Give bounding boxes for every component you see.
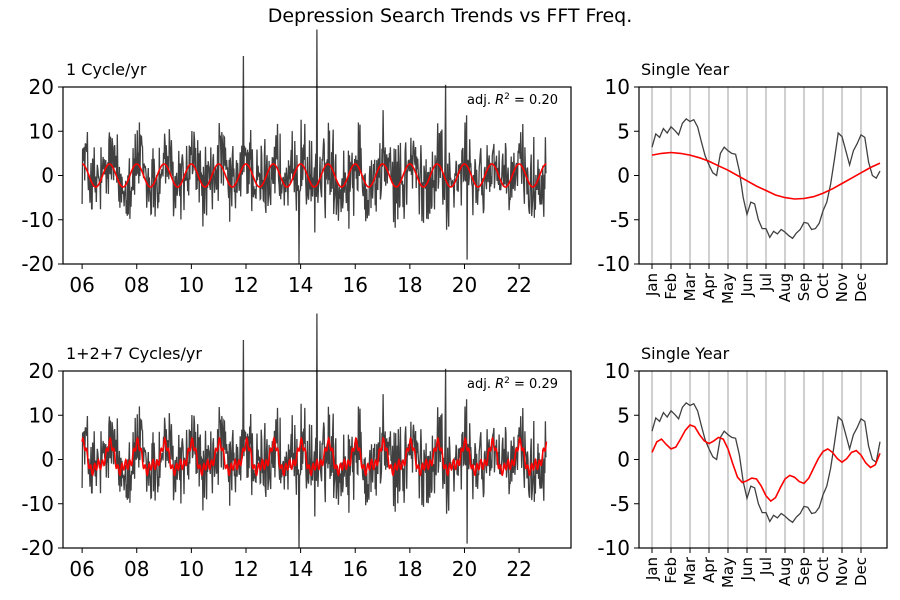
x-tick-label: 14 xyxy=(288,273,313,297)
fit-series-line xyxy=(651,424,881,503)
y-tick-label: 10 xyxy=(29,403,54,427)
x-tick-label: Apr xyxy=(700,272,718,299)
x-tick-label: 10 xyxy=(179,273,204,297)
x-tick-label: 16 xyxy=(343,557,368,581)
x-tick-label: Jul xyxy=(757,273,775,292)
y-tick-label: 20 xyxy=(29,75,54,99)
y-tick-label: 5 xyxy=(617,403,630,427)
x-tick-label: Aug xyxy=(776,557,794,586)
axes-frame xyxy=(638,86,888,265)
x-tick-label: Sep xyxy=(795,273,813,301)
y-tick-label: 0 xyxy=(41,448,54,472)
x-tick-label: Dec xyxy=(852,273,870,302)
y-tick-label: -5 xyxy=(610,208,630,232)
y-tick-label: -20 xyxy=(21,536,54,560)
panel-top-right-chart: Single Year -10 -5 0 5 10 Jan Feb Mar Apr May Jun J… xyxy=(597,60,888,304)
x-tick-label: Jul xyxy=(757,557,775,576)
panel-bottom-left-chart: 1+2+7 Cycles/yr adj. R2 = 0.29 -20 -10 0 10… xyxy=(21,313,572,581)
x-tick-label: 08 xyxy=(124,557,149,581)
x-tick-label: Dec xyxy=(852,557,870,586)
x-tick-label: Jun xyxy=(738,273,756,297)
y-tick-label: -10 xyxy=(597,252,630,276)
x-tick-label: Oct xyxy=(814,273,832,299)
x-tick-label: 12 xyxy=(233,557,258,581)
y-tick-label: -10 xyxy=(21,492,54,516)
observed-series-line xyxy=(651,118,881,240)
x-tick-label: 06 xyxy=(69,273,94,297)
axes-frame xyxy=(638,370,888,549)
x-tick-label: Apr xyxy=(700,556,718,583)
figure-suptitle: Depression Search Trends vs FFT Freq. xyxy=(268,5,633,27)
panel-title: 1 Cycle/yr xyxy=(66,60,147,79)
x-tick-label: 18 xyxy=(397,557,422,581)
y-tick-label: -5 xyxy=(610,492,630,516)
x-tick-label: Jun xyxy=(738,557,756,581)
x-tick-label: Feb xyxy=(662,557,680,584)
y-tick-label: 0 xyxy=(41,164,54,188)
x-tick-label: Nov xyxy=(833,557,851,586)
y-tick-label: 10 xyxy=(605,359,630,383)
y-tick-label: 0 xyxy=(617,448,630,472)
observed-series-line xyxy=(81,313,547,549)
fit-series-line xyxy=(81,436,548,477)
y-tick-label: -10 xyxy=(597,536,630,560)
x-tick-label: Jan xyxy=(643,273,661,297)
x-tick-label: Aug xyxy=(776,273,794,302)
x-tick-label: May xyxy=(719,557,737,588)
r2-annotation: adj. R2 = 0.29 xyxy=(467,376,558,392)
x-tick-label: Sep xyxy=(795,557,813,585)
observed-series-line xyxy=(81,29,547,265)
y-tick-label: 5 xyxy=(617,119,630,143)
x-tick-label: Mar xyxy=(681,556,699,585)
fit-series-line xyxy=(82,163,547,188)
panel-title: Single Year xyxy=(641,60,730,79)
x-tick-label: 20 xyxy=(452,557,477,581)
x-tick-label: 16 xyxy=(343,273,368,297)
x-tick-label: 22 xyxy=(506,273,531,297)
x-tick-label: 10 xyxy=(179,557,204,581)
panel-bottom-right-chart: Single Year -10 -5 0 5 10 Jan Feb Mar Apr May Jun J… xyxy=(597,344,888,588)
x-tick-label: 14 xyxy=(288,557,313,581)
y-tick-label: -10 xyxy=(21,208,54,232)
x-tick-label: Nov xyxy=(833,273,851,302)
x-tick-label: 18 xyxy=(397,273,422,297)
x-tick-label: Mar xyxy=(681,272,699,301)
x-tick-label: Jan xyxy=(643,557,661,581)
observed-series-line xyxy=(651,402,881,524)
fit-series-line xyxy=(651,151,881,200)
r2-annotation: adj. R2 = 0.20 xyxy=(467,92,558,108)
y-tick-label: -20 xyxy=(21,252,54,276)
y-tick-label: 10 xyxy=(605,75,630,99)
panel-title: 1+2+7 Cycles/yr xyxy=(66,344,202,363)
y-tick-label: 0 xyxy=(617,164,630,188)
panel-title: Single Year xyxy=(641,344,730,363)
panel-top-left-chart: 1 Cycle/yr adj. R2 = 0.20 -20 -10 0 10 20 06 0… xyxy=(21,29,572,297)
x-tick-label: 06 xyxy=(69,557,94,581)
x-tick-label: May xyxy=(719,273,737,304)
y-tick-label: 10 xyxy=(29,119,54,143)
y-tick-label: 20 xyxy=(29,359,54,383)
x-tick-label: Feb xyxy=(662,273,680,300)
x-tick-label: 12 xyxy=(233,273,258,297)
x-tick-label: 08 xyxy=(124,273,149,297)
x-tick-label: 20 xyxy=(452,273,477,297)
x-tick-label: Oct xyxy=(814,557,832,583)
x-tick-label: 22 xyxy=(506,557,531,581)
